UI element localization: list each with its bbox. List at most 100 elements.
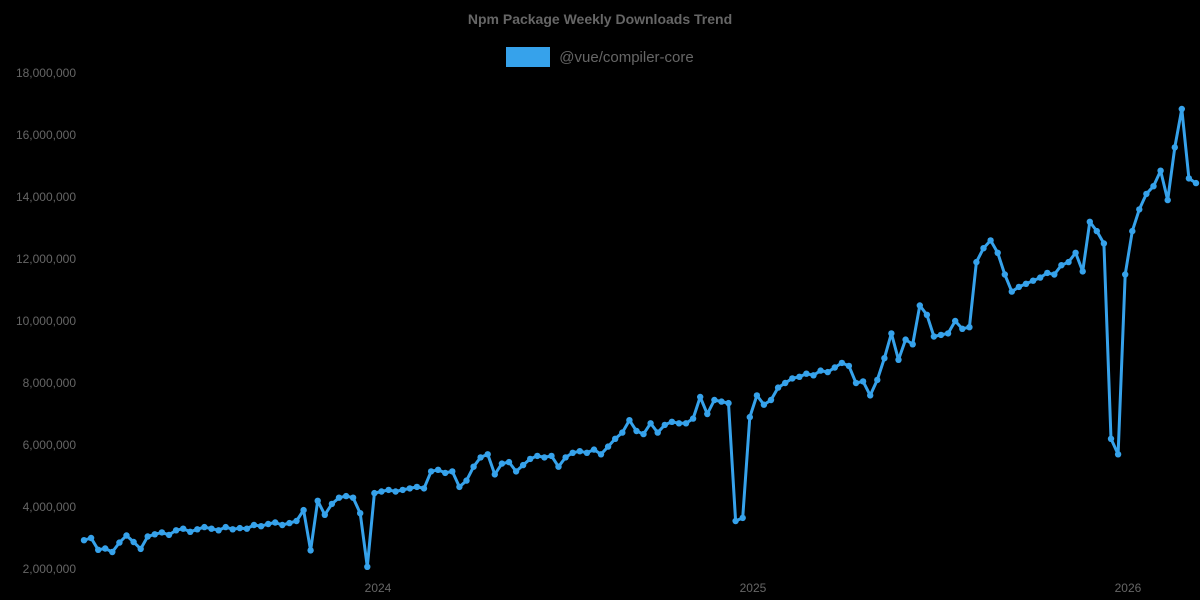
data-point-marker[interactable] xyxy=(463,477,470,484)
data-point-marker[interactable] xyxy=(1065,258,1072,266)
data-point-marker[interactable] xyxy=(732,517,739,525)
data-point-marker[interactable] xyxy=(505,458,513,466)
data-point-marker[interactable] xyxy=(909,341,916,348)
data-point-marker[interactable] xyxy=(824,368,831,376)
data-point-marker[interactable] xyxy=(399,486,406,494)
data-point-marker[interactable] xyxy=(1107,435,1115,442)
data-point-marker[interactable] xyxy=(753,392,761,399)
data-point-marker[interactable] xyxy=(413,483,421,491)
data-point-marker[interactable] xyxy=(944,330,952,337)
data-point-marker[interactable] xyxy=(229,526,236,533)
data-point-marker[interactable] xyxy=(562,454,569,461)
data-point-marker[interactable] xyxy=(895,356,902,363)
data-point-marker[interactable] xyxy=(484,451,491,458)
data-point-marker[interactable] xyxy=(661,421,668,429)
data-point-marker[interactable] xyxy=(1114,451,1122,458)
data-point-marker[interactable] xyxy=(831,364,838,371)
data-point-marker[interactable] xyxy=(923,311,931,318)
data-point-marker[interactable] xyxy=(534,452,541,460)
data-point-marker[interactable] xyxy=(406,485,413,492)
data-point-marker[interactable] xyxy=(257,523,265,530)
data-point-marker[interactable] xyxy=(519,461,527,469)
data-point-marker[interactable] xyxy=(1122,271,1129,278)
data-point-marker[interactable] xyxy=(994,249,1001,256)
data-point-marker[interactable] xyxy=(116,539,123,546)
data-point-marker[interactable] xyxy=(1072,249,1079,256)
data-point-marker[interactable] xyxy=(470,463,477,470)
data-point-marker[interactable] xyxy=(881,355,888,362)
data-point-marker[interactable] xyxy=(102,545,109,552)
data-point-marker[interactable] xyxy=(796,373,803,380)
data-point-marker[interactable] xyxy=(1178,105,1186,113)
data-point-marker[interactable] xyxy=(1015,283,1023,291)
data-point-marker[interactable] xyxy=(668,418,676,425)
data-point-marker[interactable] xyxy=(279,521,286,529)
data-point-marker[interactable] xyxy=(987,237,994,244)
data-point-marker[interactable] xyxy=(774,384,782,391)
data-point-marker[interactable] xyxy=(442,469,449,477)
data-point-marker[interactable] xyxy=(959,325,966,332)
data-point-marker[interactable] xyxy=(180,525,187,532)
data-point-marker[interactable] xyxy=(137,545,144,553)
data-point-marker[interactable] xyxy=(1143,190,1150,198)
data-point-marker[interactable] xyxy=(265,520,272,528)
data-point-marker[interactable] xyxy=(456,483,463,491)
data-point-marker[interactable] xyxy=(916,302,923,309)
data-point-marker[interactable] xyxy=(1008,288,1015,295)
data-point-marker[interactable] xyxy=(569,449,576,456)
data-point-marker[interactable] xyxy=(314,497,321,504)
data-point-marker[interactable] xyxy=(236,524,243,532)
data-point-marker[interactable] xyxy=(1051,271,1058,278)
data-point-marker[interactable] xyxy=(647,420,654,427)
data-point-marker[interactable] xyxy=(87,534,95,542)
data-point-marker[interactable] xyxy=(767,396,775,404)
data-point-marker[interactable] xyxy=(300,506,307,514)
data-point-marker[interactable] xyxy=(852,379,860,387)
data-point-marker[interactable] xyxy=(250,521,258,529)
data-point-marker[interactable] xyxy=(109,548,116,556)
data-point-marker[interactable] xyxy=(243,525,251,532)
data-point-marker[interactable] xyxy=(760,401,768,408)
data-point-marker[interactable] xyxy=(158,529,166,536)
data-point-marker[interactable] xyxy=(286,519,293,527)
data-point-marker[interactable] xyxy=(378,488,385,495)
data-point-marker[interactable] xyxy=(810,372,817,379)
data-point-marker[interactable] xyxy=(434,466,442,473)
data-point-marker[interactable] xyxy=(335,494,343,501)
data-point-marker[interactable] xyxy=(930,333,938,340)
data-point-marker[interactable] xyxy=(222,523,229,531)
data-point-marker[interactable] xyxy=(527,455,534,463)
data-point-marker[interactable] xyxy=(1079,268,1086,275)
data-point-marker[interactable] xyxy=(626,417,633,424)
data-point-marker[interactable] xyxy=(604,443,612,450)
data-point-marker[interactable] xyxy=(1164,196,1171,204)
data-point-marker[interactable] xyxy=(80,537,88,544)
data-point-marker[interactable] xyxy=(845,362,853,370)
data-point-marker[interactable] xyxy=(321,511,328,518)
data-point-marker[interactable] xyxy=(512,468,520,475)
data-point-marker[interactable] xyxy=(682,420,690,427)
data-point-marker[interactable] xyxy=(187,528,194,535)
data-point-marker[interactable] xyxy=(697,393,704,401)
data-point-marker[interactable] xyxy=(1157,167,1164,174)
data-point-marker[interactable] xyxy=(718,398,725,405)
data-point-marker[interactable] xyxy=(980,245,987,252)
data-point-marker[interactable] xyxy=(172,527,180,534)
data-point-marker[interactable] xyxy=(633,427,640,435)
data-point-marker[interactable] xyxy=(1192,179,1200,187)
data-point-marker[interactable] xyxy=(364,563,371,570)
data-point-marker[interactable] xyxy=(597,451,605,458)
data-point-marker[interactable] xyxy=(1037,274,1044,281)
data-point-marker[interactable] xyxy=(867,392,874,399)
data-point-marker[interactable] xyxy=(130,538,137,546)
data-point-marker[interactable] xyxy=(541,454,548,461)
data-point-marker[interactable] xyxy=(973,258,980,266)
data-point-marker[interactable] xyxy=(966,324,973,331)
data-point-marker[interactable] xyxy=(555,463,562,470)
data-point-marker[interactable] xyxy=(165,531,173,539)
data-point-marker[interactable] xyxy=(392,488,399,495)
data-point-marker[interactable] xyxy=(590,446,598,453)
data-point-marker[interactable] xyxy=(640,430,647,438)
data-point-marker[interactable] xyxy=(123,532,130,539)
